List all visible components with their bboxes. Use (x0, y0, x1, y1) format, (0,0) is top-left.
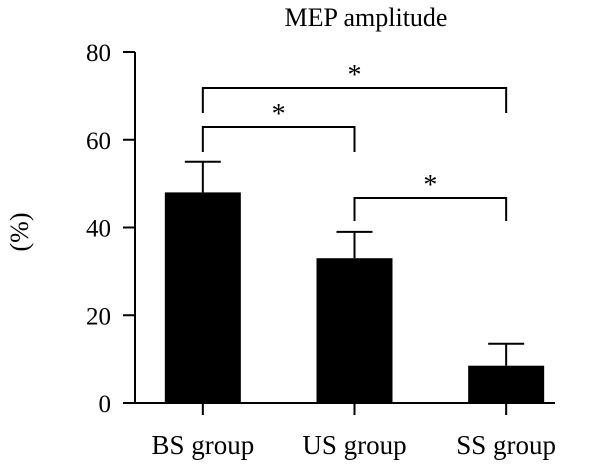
significance-star: * (272, 99, 286, 130)
y-tick-label: 0 (99, 391, 112, 418)
y-axis-ticks: 0 20 40 60 80 (86, 40, 135, 418)
bar (164, 192, 241, 403)
bar (468, 365, 545, 403)
significance-bracket (201, 87, 508, 113)
significance-star: * (348, 60, 362, 91)
x-tick-label: SS group (456, 430, 556, 460)
x-axis-ticks: BS group US group SS group (151, 403, 556, 460)
significance-bracket (201, 126, 356, 152)
chart-title: MEP amplitude (285, 3, 448, 32)
x-tick-label: BS group (151, 430, 254, 460)
y-tick-label: 80 (86, 40, 111, 67)
y-tick-label: 20 (86, 303, 111, 330)
significance-bracket (353, 197, 508, 221)
error-bars (184, 160, 525, 366)
y-tick-label: 60 (86, 128, 111, 155)
significance-brackets: * * * (201, 60, 508, 221)
significance-star: * (423, 170, 437, 201)
bars (164, 192, 545, 403)
x-tick-label: US group (302, 430, 406, 460)
y-tick-label: 40 (86, 216, 111, 243)
y-axis-label: (%) (5, 213, 34, 252)
bar (316, 258, 393, 403)
